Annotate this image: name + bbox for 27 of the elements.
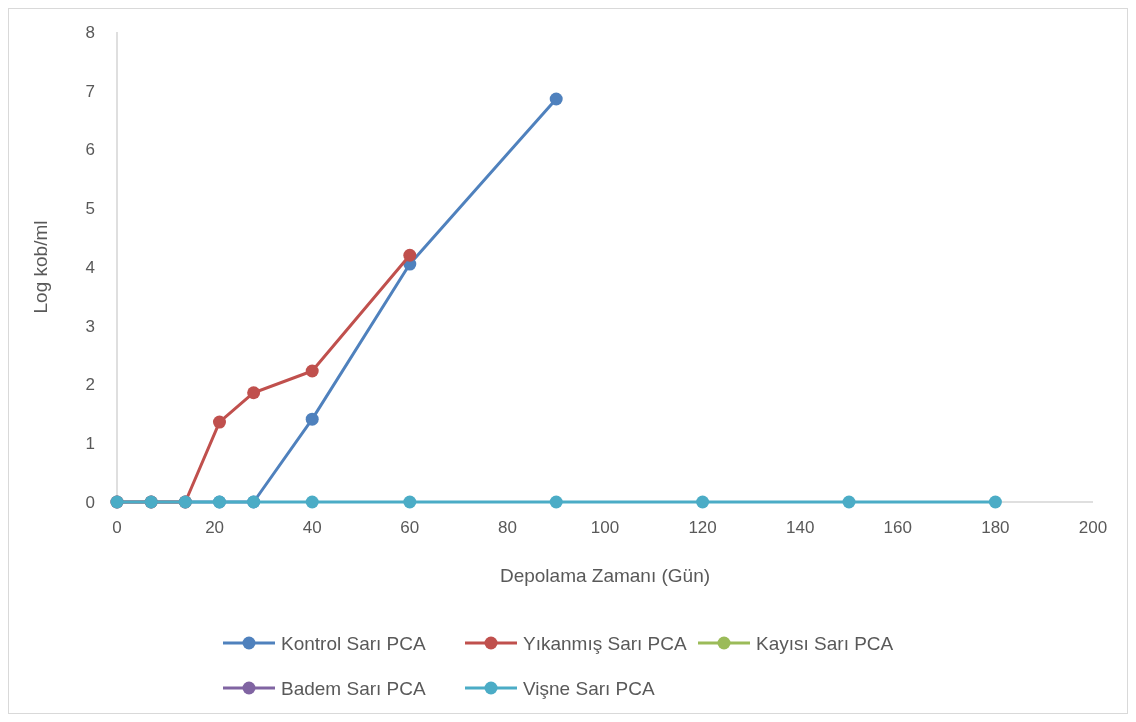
x-tick-label: 60 xyxy=(400,518,420,537)
y-tick-label: 4 xyxy=(85,257,95,277)
y-tick-label: 5 xyxy=(85,199,95,219)
legend-label: Badem Sarı PCA xyxy=(281,677,426,699)
x-tick-label: 140 xyxy=(786,518,815,537)
y-tick-label: 0 xyxy=(85,492,95,512)
x-tick-label: 160 xyxy=(883,518,912,537)
y-tick-label: 1 xyxy=(85,434,95,454)
y-tick-label: 8 xyxy=(85,22,95,42)
x-tick-label: 100 xyxy=(590,518,620,537)
x-tick-label: 120 xyxy=(688,518,717,537)
y-axis-title: Log kob/ml xyxy=(30,220,51,314)
legend-label: Yıkanmış Sarı PCA xyxy=(523,632,687,654)
legend-label: Vişne Sarı PCA xyxy=(523,677,655,699)
y-tick-label: 6 xyxy=(85,140,95,160)
x-axis-title: Depolama Zamanı (Gün) xyxy=(499,565,711,586)
x-tick-label: 40 xyxy=(302,518,322,537)
legend-label: Kayısı Sarı PCA xyxy=(756,632,894,654)
y-tick-label: 3 xyxy=(85,316,95,336)
x-tick-label: 180 xyxy=(981,518,1010,537)
x-tick-label: 200 xyxy=(1078,518,1108,537)
legend-label: Kontrol Sarı PCA xyxy=(281,632,426,654)
x-tick-label: 0 xyxy=(112,518,122,537)
y-tick-label: 2 xyxy=(85,375,95,395)
x-tick-label: 20 xyxy=(205,518,225,537)
x-tick-label: 80 xyxy=(497,518,517,537)
y-tick-label: 7 xyxy=(85,81,95,101)
